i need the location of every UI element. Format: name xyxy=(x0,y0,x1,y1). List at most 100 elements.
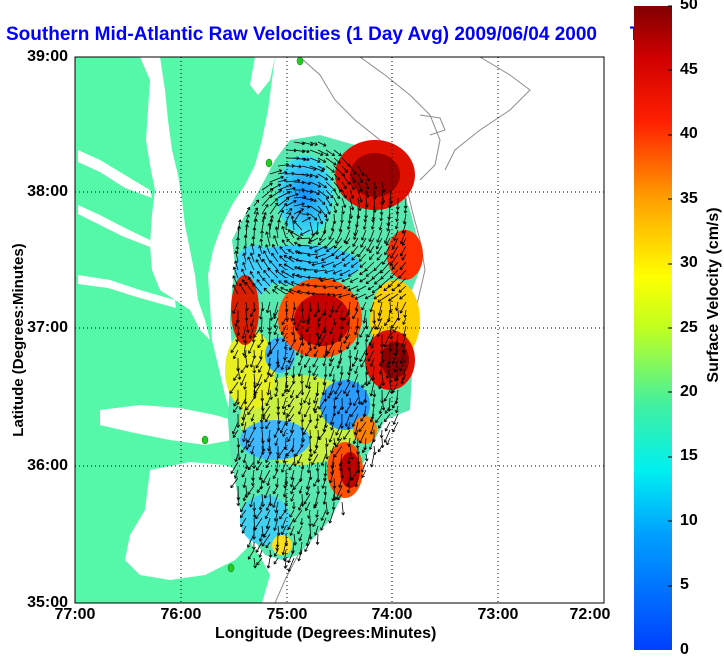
velocity-arrows xyxy=(229,141,408,572)
velocity-arrow xyxy=(375,237,383,250)
velocity-arrow xyxy=(240,413,247,427)
velocity-arrow xyxy=(295,341,303,356)
velocity-arrow xyxy=(350,293,359,298)
velocity-arrow xyxy=(364,197,369,208)
velocity-arrow xyxy=(301,149,310,154)
velocity-arrow xyxy=(287,397,295,408)
velocity-arrow xyxy=(384,317,391,327)
velocity-arrow xyxy=(332,317,337,326)
velocity-arrow xyxy=(294,445,303,457)
velocity-arrow xyxy=(335,253,343,259)
velocity-arrow xyxy=(237,365,242,380)
velocity-arrow xyxy=(325,157,337,166)
velocity-arrow xyxy=(359,261,367,268)
velocity-arrow xyxy=(360,357,367,368)
velocity-arrow xyxy=(343,429,351,440)
velocity-arrow xyxy=(347,365,351,376)
velocity-arrow xyxy=(241,469,247,478)
velocity-arrow xyxy=(360,413,367,422)
velocity-arrow xyxy=(338,341,343,354)
velocity-arrow xyxy=(243,234,248,247)
velocity-arrow xyxy=(312,357,319,368)
velocity-arrow xyxy=(373,293,383,300)
title-overlap-mask xyxy=(600,14,630,54)
velocity-arrow xyxy=(250,309,255,318)
velocity-arrow xyxy=(275,269,287,279)
velocity-arrow xyxy=(379,429,384,439)
velocity-arrow xyxy=(336,429,343,442)
velocity-arrow xyxy=(269,189,283,199)
velocity-arrow xyxy=(349,445,354,460)
velocity-arrow xyxy=(234,317,239,327)
velocity-arrow xyxy=(354,301,359,312)
velocity-arrow xyxy=(301,181,311,186)
velocity-arrow xyxy=(293,509,303,523)
velocity-arrow xyxy=(266,477,271,487)
velocity-arrow xyxy=(402,325,407,337)
velocity-arrow xyxy=(334,389,343,400)
velocity-arrow xyxy=(274,381,279,391)
velocity-arrow xyxy=(367,325,375,338)
velocity-arrow xyxy=(241,325,247,339)
velocity-arrow xyxy=(392,237,399,250)
velocity-arrow xyxy=(259,309,263,320)
velocity-arrow xyxy=(252,365,257,374)
velocity-arrow xyxy=(279,246,287,255)
velocity-arrow xyxy=(321,477,327,489)
velocity-arrow xyxy=(260,333,265,343)
velocity-arrow xyxy=(279,509,287,520)
velocity-arrow xyxy=(304,501,311,512)
velocity-arrow xyxy=(297,365,303,377)
velocity-arrow xyxy=(271,252,279,263)
velocity-arrow xyxy=(353,397,359,407)
velocity-arrow xyxy=(344,405,351,414)
velocity-arrow xyxy=(308,413,313,423)
velocity-arrow xyxy=(272,485,279,495)
velocity-arrow xyxy=(342,309,351,321)
potomac-river xyxy=(78,150,152,198)
velocity-arrow xyxy=(399,293,407,300)
velocity-arrow xyxy=(267,222,272,239)
velocity-arrow xyxy=(324,269,335,274)
velocity-arrow xyxy=(290,231,303,239)
velocity-arrow xyxy=(269,175,284,183)
velocity-arrow xyxy=(239,509,247,519)
velocity-arrow xyxy=(313,389,319,404)
velocity-arrow xyxy=(369,413,375,423)
colorbar-tick-label: 45 xyxy=(680,61,698,78)
velocity-arrow xyxy=(346,477,351,488)
velocity-arrow xyxy=(377,309,383,322)
velocity-arrow xyxy=(269,389,273,400)
velocity-arrow xyxy=(372,445,377,455)
velocity-arrow xyxy=(325,173,334,181)
velocity-arrow xyxy=(301,282,311,287)
velocity-arrow xyxy=(378,421,383,429)
velocity-arrow xyxy=(335,421,343,436)
velocity-arrow xyxy=(359,277,367,283)
velocity-arrow xyxy=(329,349,335,362)
velocity-arrow xyxy=(295,258,311,263)
velocity-arrow xyxy=(328,509,335,524)
velocity-arrow xyxy=(340,469,345,479)
velocity-arrow xyxy=(346,221,351,230)
velocity-arrow xyxy=(260,445,265,455)
velocity-arrow xyxy=(331,501,336,511)
velocity-arrow xyxy=(361,469,367,479)
velocity-arrow xyxy=(313,341,319,350)
velocity-arrow xyxy=(303,493,311,505)
velocity-arrow xyxy=(367,349,375,362)
velocity-arrow xyxy=(249,252,255,263)
velocity-arrow xyxy=(242,252,247,263)
velocity-arrow xyxy=(245,317,250,333)
velocity-arrow xyxy=(328,429,335,443)
velocity-arrow xyxy=(240,373,247,386)
velocity-arrow xyxy=(400,373,407,385)
velocity-arrow xyxy=(333,205,338,214)
velocity-arrow xyxy=(366,237,375,252)
velocity-arrow xyxy=(331,493,336,502)
velocity-arrow xyxy=(388,293,399,302)
velocity-arrow xyxy=(243,245,247,255)
velocity-arrow xyxy=(235,333,240,343)
velocity-arrow xyxy=(368,333,375,346)
velocity-arrow xyxy=(369,421,375,435)
